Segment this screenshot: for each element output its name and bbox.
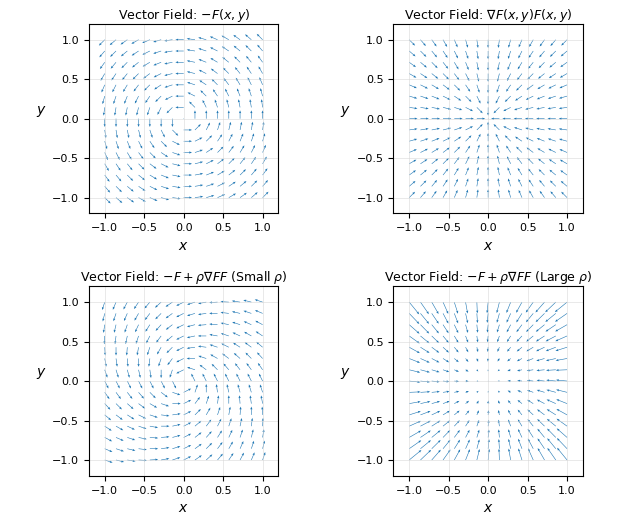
- X-axis label: $x$: $x$: [179, 501, 189, 515]
- Title: Vector Field: $-F(x, y)$: Vector Field: $-F(x, y)$: [118, 7, 250, 24]
- Title: Vector Field: $\nabla F(x, y)F(x, y)$: Vector Field: $\nabla F(x, y)F(x, y)$: [404, 7, 572, 24]
- Title: Vector Field: $-F + \rho\nabla FF$ (Small $\rho$): Vector Field: $-F + \rho\nabla FF$ (Smal…: [80, 269, 287, 287]
- X-axis label: $x$: $x$: [179, 239, 189, 253]
- X-axis label: $x$: $x$: [483, 239, 493, 253]
- X-axis label: $x$: $x$: [483, 501, 493, 515]
- Y-axis label: $y$: $y$: [340, 104, 351, 118]
- Y-axis label: $y$: $y$: [36, 104, 47, 118]
- Y-axis label: $y$: $y$: [36, 366, 47, 381]
- Y-axis label: $y$: $y$: [340, 366, 351, 381]
- Title: Vector Field: $-F + \rho\nabla FF$ (Large $\rho$): Vector Field: $-F + \rho\nabla FF$ (Larg…: [384, 269, 592, 287]
